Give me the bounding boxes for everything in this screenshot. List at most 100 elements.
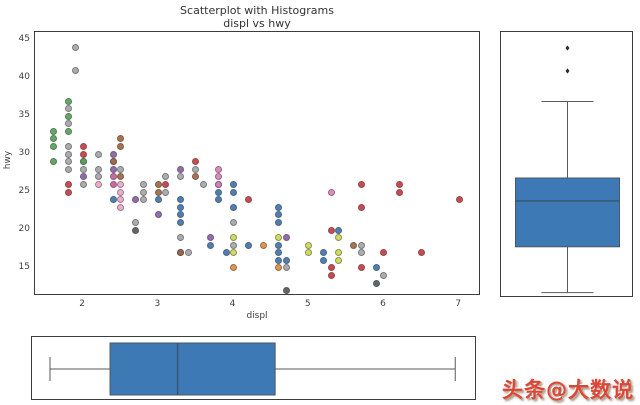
scatter-point-group-blue — [320, 249, 328, 257]
scatter-axes — [34, 31, 480, 295]
scatter-point-group-brown — [117, 173, 125, 181]
x-tick-label: 6 — [380, 299, 386, 309]
scatter-point-group-red — [357, 203, 365, 211]
scatter-point-group-gray — [177, 234, 185, 242]
scatter-point-group-gray — [139, 188, 147, 196]
scatter-point-group-green — [64, 127, 72, 135]
scatter-point-group-red — [418, 249, 426, 257]
scatter-point-group-red — [79, 143, 87, 151]
scatter-point-group-orange — [275, 264, 283, 272]
scatter-point-group-purple — [109, 165, 117, 173]
scatter-point-group-green — [64, 97, 72, 105]
scatter-point-group-gray — [199, 180, 207, 188]
scatter-point-group-pink — [215, 173, 222, 181]
scatter-point-group-gray — [72, 67, 80, 75]
displ-boxplot — [49, 342, 456, 396]
scatter-point-group-blue — [177, 196, 185, 204]
scatter-point-group-green — [64, 112, 72, 120]
watermark-text: 头条@大数说 — [502, 378, 634, 402]
scatter-point-group-purple — [132, 196, 140, 204]
scatter-point-group-orange — [260, 241, 268, 249]
scatter-point-group-lightpink — [117, 180, 125, 188]
scatter-point-group-gray — [94, 150, 102, 158]
scatter-point-group-purple — [154, 211, 162, 219]
scatter-point-group-brown — [117, 143, 125, 151]
scatter-point-group-purple — [109, 150, 117, 158]
scatter-point-group-red — [395, 188, 403, 196]
scatter-point-group-darkslate — [282, 287, 290, 295]
scatter-point-group-lightpink — [117, 196, 125, 204]
scatter-point-group-yellowgreen — [230, 249, 238, 257]
scatter-point-group-red — [357, 180, 365, 188]
scatter-point-group-gray — [94, 173, 102, 181]
scatter-point-group-brown — [192, 173, 200, 181]
scatter-point-group-blue — [372, 264, 380, 272]
y-tick-label: 45 — [18, 34, 30, 45]
y-tick-label: 25 — [18, 186, 30, 197]
scatter-point-group-lightpink — [94, 180, 102, 188]
scatter-point-group-blue — [154, 196, 162, 204]
chart-title-block: Scatterplot with Histograms displ vs hwy — [34, 4, 480, 30]
scatter-point-group-green — [79, 158, 87, 166]
scatter-point-group-blue — [275, 256, 283, 264]
scatter-point-group-brown — [154, 188, 162, 196]
scatter-point-group-gray — [357, 241, 365, 249]
scatter-point-group-red — [380, 249, 388, 257]
scatter-point-group-yellowgreen — [305, 249, 313, 257]
chart-title: Scatterplot with Histograms — [180, 4, 334, 17]
x-tick-label: 5 — [304, 299, 311, 309]
scatter-point-group-yellowgreen — [305, 241, 313, 249]
scatter-point-group-red — [64, 180, 72, 188]
x-tick-label: 7 — [455, 299, 462, 309]
scatter-point-group-gray — [64, 150, 72, 158]
scatter-point-group-magenta — [109, 173, 117, 181]
scatter-point-group-red — [327, 264, 335, 272]
scatter-point-group-gray — [79, 180, 87, 188]
scatter-point-group-yellowgreen — [335, 249, 343, 257]
hwy-boxplot — [515, 45, 620, 294]
scatter-point-group-yellowgreen — [230, 234, 238, 242]
scatter-point-group-purple — [282, 234, 290, 242]
scatter-point-group-gray — [192, 165, 200, 173]
scatter-point-group-darkslate — [372, 279, 380, 287]
scatter-point-group-gray — [162, 188, 170, 196]
scatter-point-group-purple — [207, 234, 215, 242]
scatter-point-group-brown — [117, 135, 125, 143]
scatter-point-group-blue — [177, 203, 185, 211]
scatter-point-group-blue — [230, 180, 238, 188]
scatter-point-group-gray — [79, 165, 87, 173]
scatter-point-group-lightpink — [117, 188, 125, 196]
scatter-point-group-orange — [230, 264, 238, 272]
y-tick-label: 30 — [18, 148, 30, 159]
scatter-point-group-green — [49, 143, 57, 151]
x-axis-label: displ — [246, 311, 268, 321]
scatter-point-group-blue — [245, 241, 253, 249]
y-tick-label: 40 — [18, 72, 30, 83]
scatter-point-group-blue — [207, 241, 215, 249]
scatter-point-group-green — [49, 127, 57, 135]
scatter-point-group-blue — [335, 226, 343, 234]
scatter-point-group-blue — [275, 249, 283, 257]
scatter-point-group-red — [327, 272, 335, 280]
scatter-point-group-blue — [275, 241, 283, 249]
scatter-point-group-pink — [215, 180, 222, 188]
y-tick-label: 20 — [18, 224, 30, 234]
scatter-point-group-pink — [215, 165, 222, 173]
scatter-point-group-gray — [132, 218, 140, 226]
scatter-point-group-red — [64, 188, 72, 196]
scatter-point-group-gray — [184, 249, 192, 257]
scatter-point-group-red — [357, 264, 365, 272]
scatter-point-group-magenta — [109, 180, 117, 188]
scatter-point-group-darkslate — [132, 226, 140, 234]
scatter-point-group-red — [79, 150, 87, 158]
scatter-point-group-gray — [230, 241, 238, 249]
scatter-point-group-gray — [380, 272, 388, 280]
scatter-point-group-blue — [230, 203, 238, 211]
scatter-point-group-gray — [139, 180, 147, 188]
chart-subtitle: displ vs hwy — [223, 17, 291, 30]
scatter-point-group-gray — [94, 165, 102, 173]
scatter-point-group-yellowgreen — [335, 256, 343, 264]
scatter-point-group-gray — [72, 44, 80, 52]
scatter-point-group-blue — [177, 211, 185, 219]
scatter-point-group-blue — [215, 188, 222, 196]
